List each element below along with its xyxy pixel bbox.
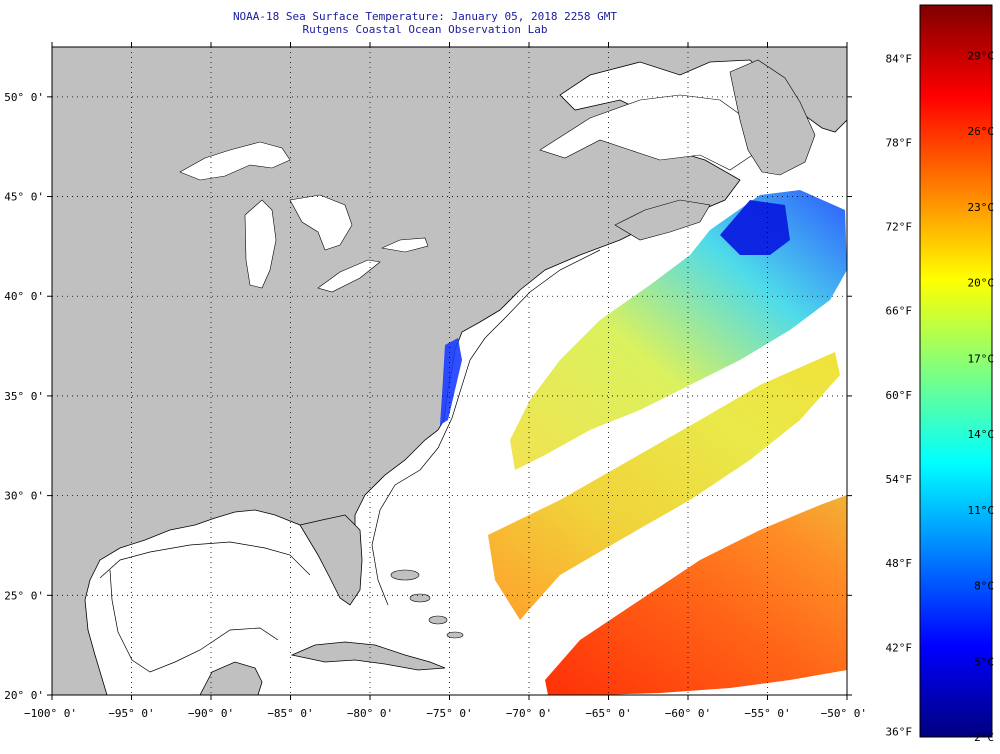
colorbar-c-label: 20°C <box>968 277 995 290</box>
colorbar-c-label: 26°C <box>968 125 995 138</box>
sst-swaths <box>440 190 847 695</box>
land-cuba <box>290 641 446 671</box>
land-nova-scotia <box>614 199 711 241</box>
map-title: NOAA-18 Sea Surface Temperature: January… <box>232 10 618 23</box>
lake-ontario <box>380 237 429 253</box>
colorbar-f-label: 48°F <box>886 557 913 570</box>
shelf-contour-gulf <box>99 541 311 579</box>
latitude-axis: 20° 0' 25° 0' 30° 0' 35° 0' 40° 0' 45° 0' 50° … <box>4 91 852 702</box>
lake-superior <box>179 141 291 181</box>
lake-huron <box>289 194 353 251</box>
lat-tick-label: 45° 0' <box>4 191 44 204</box>
land-yucatan <box>199 661 263 695</box>
colorbar-c-label: 14°C <box>968 428 995 441</box>
colorbar-f-label: 72°F <box>886 221 913 234</box>
colorbar-c-label: 29°C <box>968 49 995 62</box>
colorbar-c-label: 11°C <box>968 504 995 517</box>
lat-tick-label: 30° 0' <box>4 490 44 503</box>
colorbar-f-label: 66°F <box>886 305 913 318</box>
lake-erie <box>317 259 381 293</box>
sst-swath-northern <box>510 190 847 470</box>
land-florida <box>299 514 363 606</box>
colorbar-gradient <box>919 4 993 738</box>
lon-tick-label: −65° 0' <box>585 707 631 720</box>
shelf-contour-atlantic <box>371 249 601 606</box>
lon-tick-label: −100° 0' <box>24 707 77 720</box>
colorbar-celsius-labels: 2°C 5°C 8°C 11°C 14°C 17°C 20°C 23°C 26°C 29°C <box>968 49 995 744</box>
sst-swath-middle <box>488 352 840 620</box>
lon-tick-label: −50° 0' <box>821 707 867 720</box>
lat-tick-label: 35° 0' <box>4 390 44 403</box>
longitude-axis: −100° 0' −95° 0' −90° 0' −85° 0' −80° 0' −75°… <box>24 42 867 720</box>
colorbar-c-label: 23°C <box>968 201 995 214</box>
lon-tick-label: −85° 0' <box>267 707 313 720</box>
lat-tick-label: 25° 0' <box>4 589 44 602</box>
lat-tick-label: 20° 0' <box>4 689 44 702</box>
lon-tick-label: −95° 0' <box>108 707 154 720</box>
colorbar-c-label: 5°C <box>974 655 994 668</box>
map-plot-area <box>52 47 847 695</box>
colorbar-f-label: 60°F <box>886 389 913 402</box>
lon-tick-label: −75° 0' <box>426 707 472 720</box>
sst-swath-southern <box>545 495 847 695</box>
lon-tick-label: −60° 0' <box>665 707 711 720</box>
lon-tick-label: −70° 0' <box>506 707 552 720</box>
lon-tick-label: −80° 0' <box>347 707 393 720</box>
bahamas-islands <box>390 569 464 639</box>
gulf-of-st-lawrence <box>539 94 761 171</box>
colorbar-fahrenheit-labels: 36°F 42°F 48°F 54°F 60°F 66°F 72°F 78°F 84°F <box>886 52 913 738</box>
colorbar-f-label: 36°F <box>886 725 913 738</box>
sst-cold-patch <box>720 200 790 255</box>
sst-coastal-strip <box>440 338 462 425</box>
land-newfoundland <box>729 59 816 176</box>
lake-michigan <box>244 199 277 289</box>
colorbar-f-label: 84°F <box>886 52 913 65</box>
lon-tick-label: −55° 0' <box>744 707 790 720</box>
lat-tick-label: 50° 0' <box>4 91 44 104</box>
colorbar-f-label: 78°F <box>886 136 913 149</box>
shelf-contour-gulf-deep <box>109 569 279 673</box>
colorbar-c-label: 17°C <box>968 352 995 365</box>
colorbar-f-label: 54°F <box>886 473 913 486</box>
colorbar: 36°F 42°F 48°F 54°F 60°F 66°F 72°F 78°F 84°F 2°C… <box>886 4 995 744</box>
lat-tick-label: 40° 0' <box>4 290 44 303</box>
colorbar-c-label: 8°C <box>974 580 994 593</box>
lat-lon-grid <box>52 47 847 695</box>
colorbar-c-label: 2°C <box>974 731 994 744</box>
colorbar-f-label: 42°F <box>886 641 913 654</box>
map-subtitle: Rutgens Coastal Ocean Observation Lab <box>302 23 548 36</box>
lon-tick-label: −90° 0' <box>188 707 234 720</box>
